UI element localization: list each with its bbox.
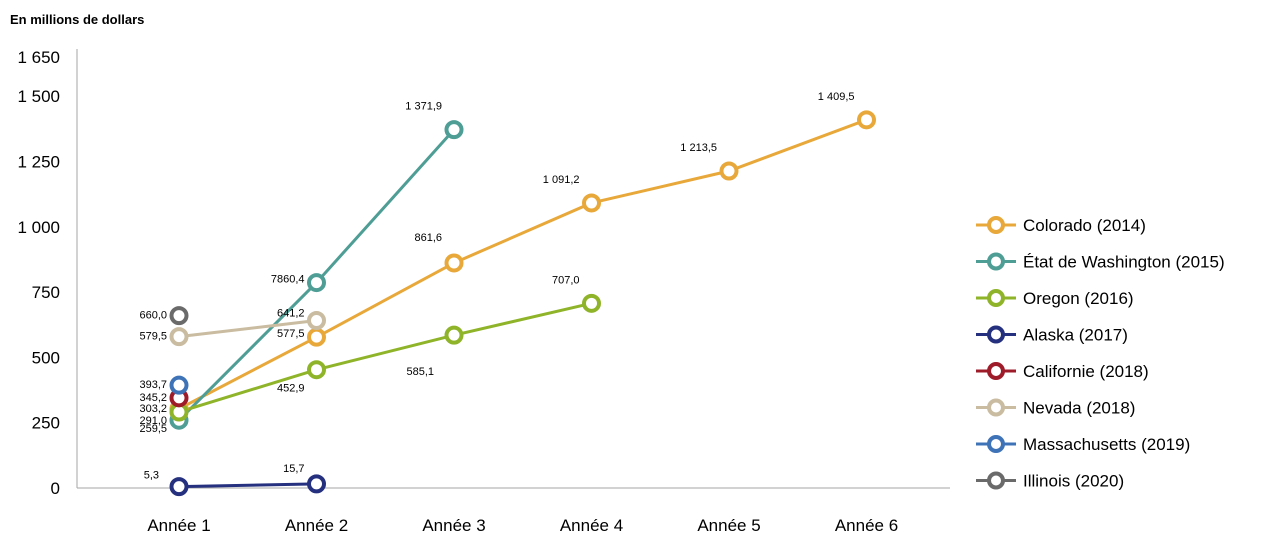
data-label: 345,2	[139, 392, 167, 404]
y-tick-label: 1 650	[17, 48, 60, 67]
data-point	[307, 327, 326, 347]
y-tick-label: 250	[32, 414, 60, 433]
x-tick-label: Année 1	[147, 516, 210, 535]
x-tick-label: Année 6	[835, 516, 898, 535]
legend-label: Alaska (2017)	[1023, 326, 1128, 345]
data-label: 259,5	[139, 423, 167, 435]
legend-marker	[987, 362, 1005, 380]
legend-marker	[987, 398, 1005, 417]
legend-item: Illinois (2020)	[976, 471, 1124, 491]
data-label: 641,2	[277, 308, 305, 320]
data-label: 7860,4	[271, 274, 305, 286]
x-tick-label: Année 5	[697, 516, 760, 535]
data-label: 393,7	[139, 379, 167, 391]
data-label: 1 213,5	[680, 142, 717, 154]
legend-item: Californie (2018)	[976, 362, 1149, 381]
legend-label: Illinois (2020)	[1023, 472, 1124, 491]
data-point	[307, 311, 326, 331]
x-tick-labels: Année 1 Année 2 Année 3 Année 4 Année 5 Année…	[147, 516, 898, 535]
legend-label: État de Washington (2015)	[1023, 253, 1225, 272]
legend-label: Oregon (2016)	[1023, 289, 1134, 308]
y-axis-unit-label: En millions de dollars	[10, 12, 145, 27]
x-tick-label: Année 2	[285, 516, 348, 535]
y-tick-label: 0	[51, 479, 60, 498]
legend-item: Nevada (2018)	[976, 398, 1135, 418]
data-label: 660,0	[139, 310, 167, 322]
data-label: 579,5	[139, 331, 167, 343]
legend-item: Massachusetts (2019)	[976, 435, 1190, 454]
y-tick-labels: 0 250 500 750 1 000 1 250 1 500 1 650	[17, 48, 60, 498]
legend-marker	[987, 289, 1005, 307]
data-label: 585,1	[406, 366, 434, 378]
data-labels: 303,2 577,5 861,6 1 091,2 1 213,5 1 409,5 259,…	[139, 91, 854, 482]
data-points	[169, 110, 876, 497]
data-label: 1 371,9	[405, 101, 442, 113]
data-point	[169, 477, 189, 497]
series-line	[178, 118, 868, 411]
legend-label: Californie (2018)	[1023, 362, 1149, 381]
legend: Colorado (2014) État de Washington (2015)…	[976, 216, 1225, 491]
legend-marker	[987, 216, 1005, 234]
data-point	[169, 375, 189, 395]
legend-marker	[987, 435, 1005, 453]
data-point	[444, 120, 464, 140]
data-point	[857, 110, 876, 130]
y-tick-label: 1 250	[17, 152, 60, 171]
data-point	[582, 293, 601, 313]
legend-item: Oregon (2016)	[976, 289, 1134, 308]
y-tick-label: 1 500	[17, 87, 60, 106]
axes	[76, 49, 950, 489]
data-point	[307, 273, 326, 293]
data-point	[169, 306, 189, 326]
legend-item: État de Washington (2015)	[976, 252, 1225, 272]
y-tick-label: 1 000	[17, 218, 60, 237]
data-point	[444, 325, 464, 345]
data-point	[582, 193, 601, 213]
y-tick-label: 500	[32, 348, 60, 367]
data-label: 577,5	[277, 328, 305, 340]
data-label: 1 409,5	[818, 91, 855, 103]
series-line	[178, 482, 317, 489]
data-label: 452,9	[277, 383, 305, 395]
data-point	[307, 474, 326, 494]
x-tick-label: Année 4	[560, 516, 623, 535]
legend-label: Colorado (2014)	[1023, 216, 1146, 235]
legend-label: Nevada (2018)	[1023, 399, 1135, 418]
legend-item: Colorado (2014)	[976, 216, 1146, 235]
data-label: 303,2	[139, 403, 167, 415]
legend-marker	[987, 471, 1005, 490]
data-label: 1 091,2	[543, 174, 580, 186]
x-tick-label: Année 3	[422, 516, 485, 535]
legend-marker	[987, 325, 1005, 344]
y-tick-label: 750	[32, 283, 60, 302]
data-point	[307, 360, 326, 380]
legend-label: Massachusetts (2019)	[1023, 435, 1190, 454]
data-point	[169, 327, 189, 347]
series-line	[178, 319, 317, 339]
legend-item: Alaska (2017)	[976, 325, 1128, 345]
series-line	[178, 301, 592, 414]
legend-marker	[987, 252, 1005, 271]
data-label: 15,7	[283, 463, 304, 475]
data-point	[444, 253, 464, 273]
data-label: 5,3	[144, 470, 159, 482]
data-label: 707,0	[552, 274, 580, 286]
series-lines	[177, 118, 868, 489]
data-label: 291,0	[139, 415, 167, 427]
data-point	[719, 161, 739, 181]
data-label: 861,6	[414, 232, 442, 244]
